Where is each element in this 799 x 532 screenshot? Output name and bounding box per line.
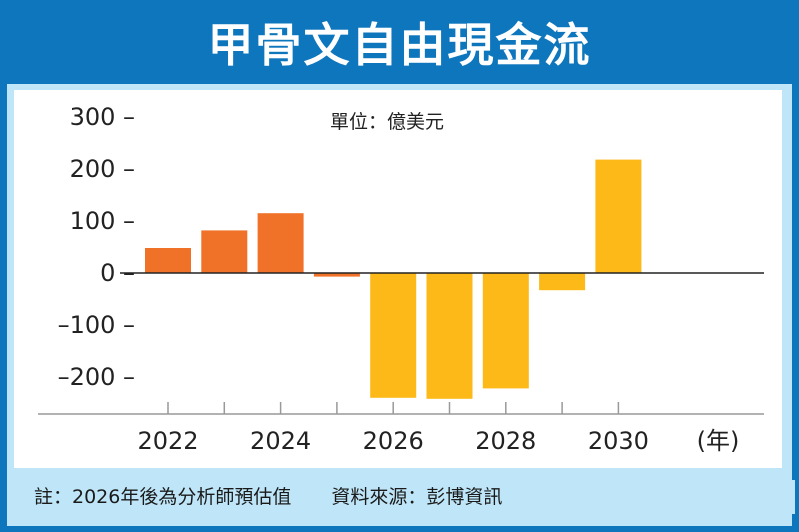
footnote: 註：2026年後為分析師預估值 資料來源：彭博資訊 — [34, 482, 502, 510]
y-tick-label: 200 – — [70, 155, 135, 183]
bars-group — [145, 159, 642, 399]
bar-2025 — [313, 273, 360, 277]
x-tick-label: 2024 — [250, 427, 311, 455]
x-tick-label: 2026 — [363, 427, 424, 455]
bar-2023 — [201, 230, 248, 273]
chart-title: 甲骨文自由現金流 — [207, 18, 592, 72]
y-tick-label: –100 – — [58, 311, 135, 339]
footnote-note: 註：2026年後為分析師預估值 — [34, 486, 292, 508]
bar-2027 — [426, 273, 473, 399]
axes-group: 300 – 200 – 100 – 0 – –100 – –200 – 2022 2024 20… — [38, 103, 764, 455]
unit-label: 單位：億美元 — [330, 111, 444, 133]
footnote-fade — [585, 480, 795, 514]
x-tick-label: 2028 — [475, 427, 536, 455]
bar-2022 — [145, 248, 191, 273]
y-tick-label: 0 – — [100, 259, 135, 287]
bar-2026 — [370, 273, 417, 398]
x-tick-label: 2030 — [588, 427, 649, 455]
bar-2028 — [482, 273, 529, 389]
x-tick-label: 2022 — [137, 427, 198, 455]
footnote-source: 資料來源：彭博資訊 — [331, 486, 503, 508]
y-tick-label: 100 – — [70, 207, 135, 235]
y-tick-label: –200 – — [58, 363, 135, 391]
bar-2024 — [257, 213, 304, 273]
bar-2030 — [595, 159, 642, 273]
bar-2029 — [539, 273, 586, 291]
y-tick-label: 300 – — [70, 103, 135, 131]
x-axis-label: (年) — [697, 427, 740, 455]
